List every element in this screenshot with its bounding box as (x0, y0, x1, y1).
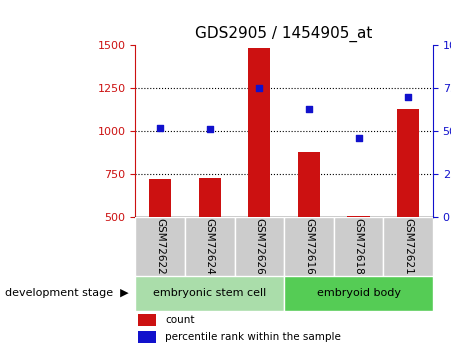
Bar (135, 276, 284, 310)
Bar (138, 331, 156, 343)
Bar (235, 217, 284, 276)
Point (405, 94, 412, 99)
Text: count: count (165, 315, 194, 325)
Point (355, 135, 362, 141)
Text: GSM72616: GSM72616 (304, 218, 314, 275)
Text: development stage  ▶: development stage ▶ (5, 288, 128, 298)
Point (206, 127, 213, 132)
Bar (284, 217, 334, 276)
Text: GSM72622: GSM72622 (155, 218, 165, 275)
Title: GDS2905 / 1454905_at: GDS2905 / 1454905_at (195, 26, 373, 42)
Text: GSM72624: GSM72624 (205, 218, 215, 275)
Text: embryoid body: embryoid body (317, 288, 400, 298)
Bar (135, 217, 185, 276)
Bar (284, 276, 433, 310)
Bar (347, 216, 370, 217)
Point (156, 125, 164, 130)
Text: GSM72626: GSM72626 (254, 218, 264, 275)
Bar (149, 179, 171, 217)
Bar (185, 217, 235, 276)
Text: percentile rank within the sample: percentile rank within the sample (165, 333, 341, 342)
Bar (198, 178, 221, 217)
Point (256, 85, 263, 91)
Text: GSM72621: GSM72621 (403, 218, 413, 275)
Bar (248, 48, 271, 217)
Bar (138, 314, 156, 326)
Text: GSM72618: GSM72618 (354, 218, 364, 275)
Point (305, 106, 313, 111)
Bar (397, 109, 419, 217)
Bar (383, 217, 433, 276)
Bar (298, 152, 320, 217)
Bar (334, 217, 383, 276)
Text: embryonic stem cell: embryonic stem cell (153, 288, 267, 298)
